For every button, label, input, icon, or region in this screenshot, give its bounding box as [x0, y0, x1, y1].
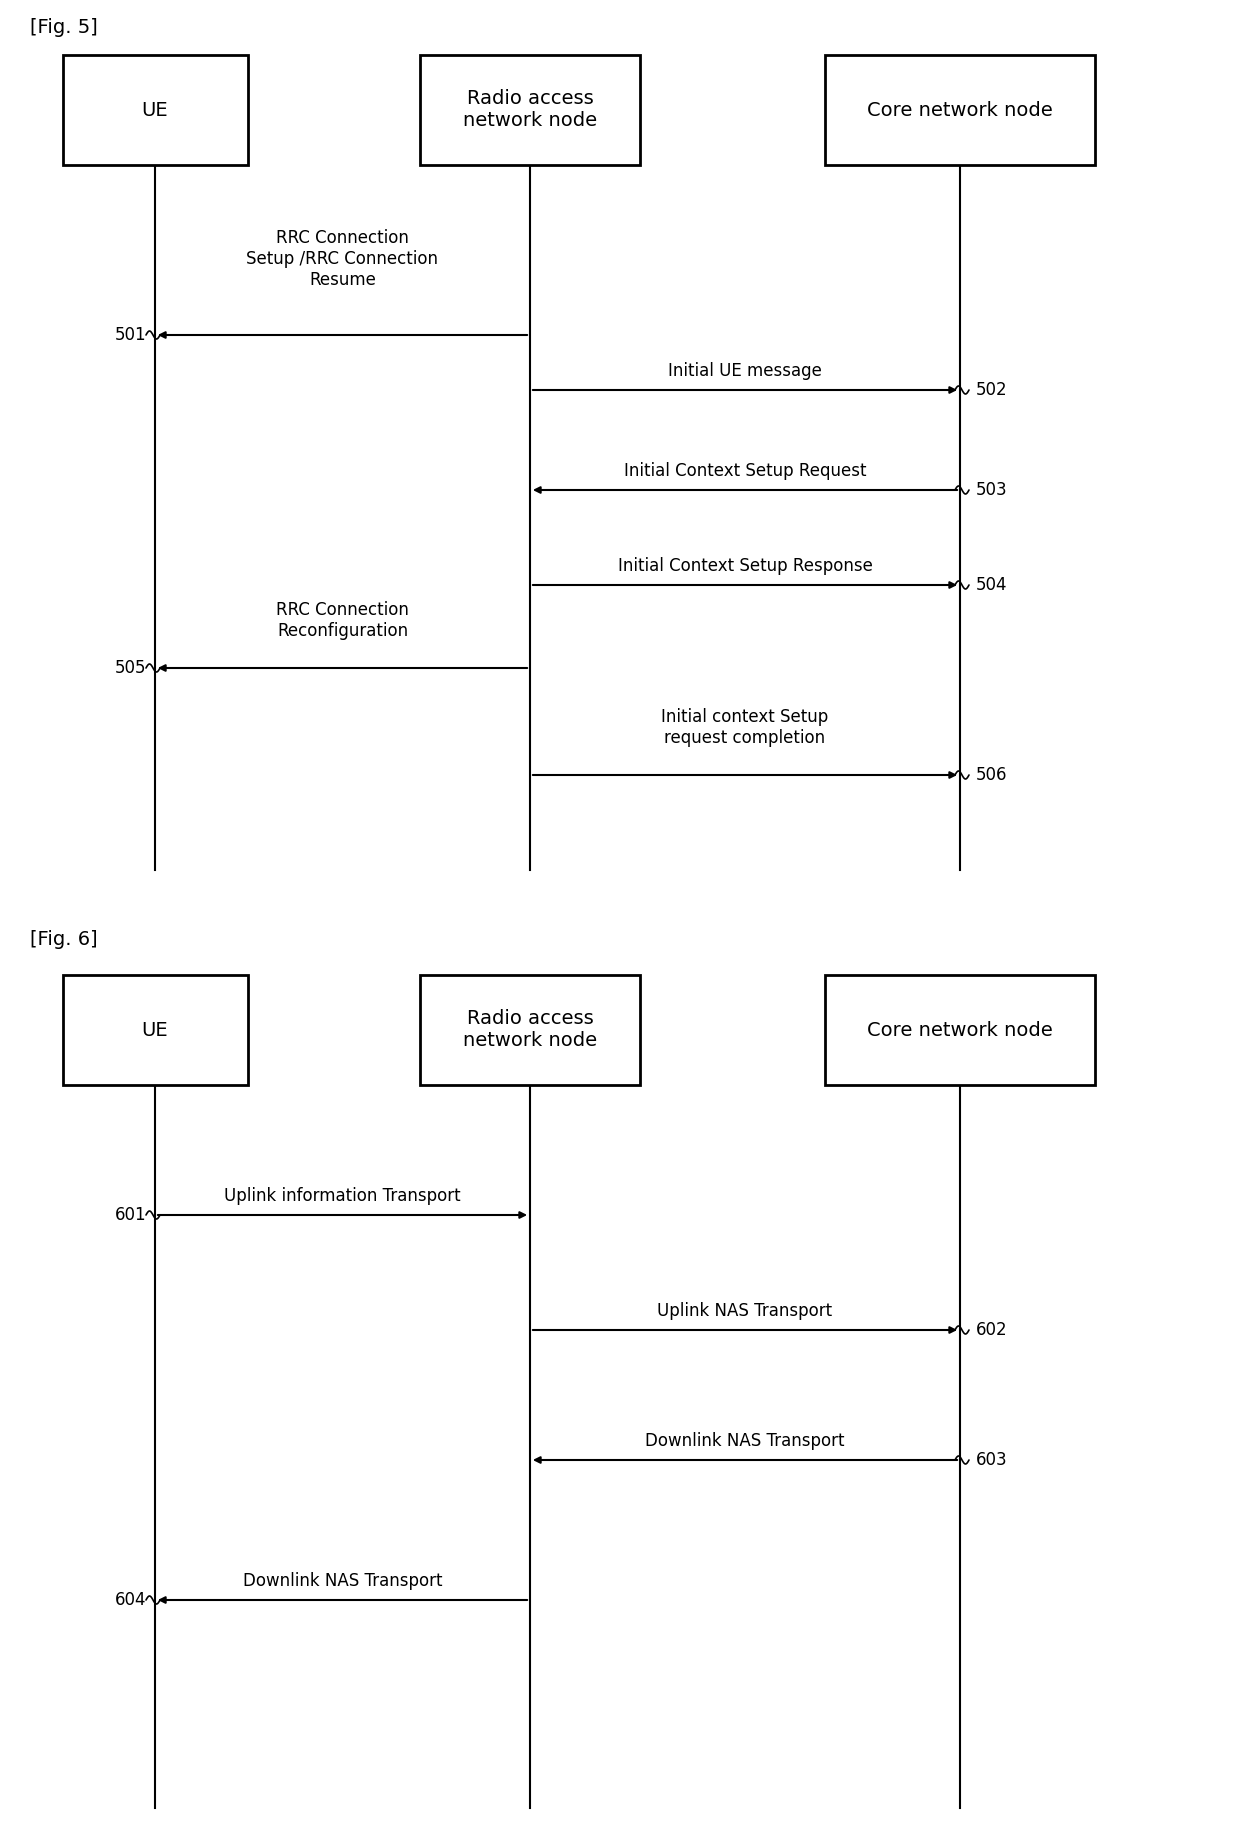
- Bar: [825, 974, 1095, 1084]
- Text: 505: 505: [115, 660, 146, 676]
- Text: 503: 503: [976, 482, 1008, 498]
- Text: Radio access
network node: Radio access network node: [463, 1009, 598, 1051]
- Bar: [420, 55, 640, 165]
- Text: Initial Context Setup Request: Initial Context Setup Request: [624, 461, 867, 480]
- Text: Core network node: Core network node: [867, 1020, 1053, 1040]
- Text: Uplink NAS Transport: Uplink NAS Transport: [657, 1301, 832, 1320]
- Text: Downlink NAS Transport: Downlink NAS Transport: [243, 1571, 443, 1590]
- Text: 502: 502: [976, 380, 1008, 399]
- Text: UE: UE: [141, 101, 169, 119]
- Bar: [420, 974, 640, 1084]
- Text: 601: 601: [115, 1206, 146, 1224]
- Text: 602: 602: [976, 1322, 1008, 1340]
- Bar: [825, 55, 1095, 165]
- Text: Initial context Setup
request completion: Initial context Setup request completion: [661, 708, 828, 746]
- Text: Radio access
network node: Radio access network node: [463, 90, 598, 130]
- Text: [Fig. 5]: [Fig. 5]: [30, 18, 98, 37]
- Text: 501: 501: [115, 325, 146, 344]
- Text: [Fig. 6]: [Fig. 6]: [30, 930, 98, 948]
- Text: 504: 504: [976, 575, 1007, 594]
- Text: 604: 604: [115, 1592, 146, 1608]
- Text: Core network node: Core network node: [867, 101, 1053, 119]
- Text: Initial Context Setup Response: Initial Context Setup Response: [618, 557, 873, 575]
- Text: RRC Connection
Setup /RRC Connection
Resume: RRC Connection Setup /RRC Connection Res…: [247, 230, 439, 289]
- Bar: [63, 974, 248, 1084]
- Text: 603: 603: [976, 1450, 1008, 1469]
- Text: RRC Connection
Reconfiguration: RRC Connection Reconfiguration: [277, 601, 409, 640]
- Text: UE: UE: [141, 1020, 169, 1040]
- Bar: [63, 55, 248, 165]
- Text: Initial UE message: Initial UE message: [668, 362, 822, 380]
- Text: Downlink NAS Transport: Downlink NAS Transport: [645, 1432, 844, 1450]
- Text: Uplink information Transport: Uplink information Transport: [224, 1187, 461, 1206]
- Text: 506: 506: [976, 766, 1007, 785]
